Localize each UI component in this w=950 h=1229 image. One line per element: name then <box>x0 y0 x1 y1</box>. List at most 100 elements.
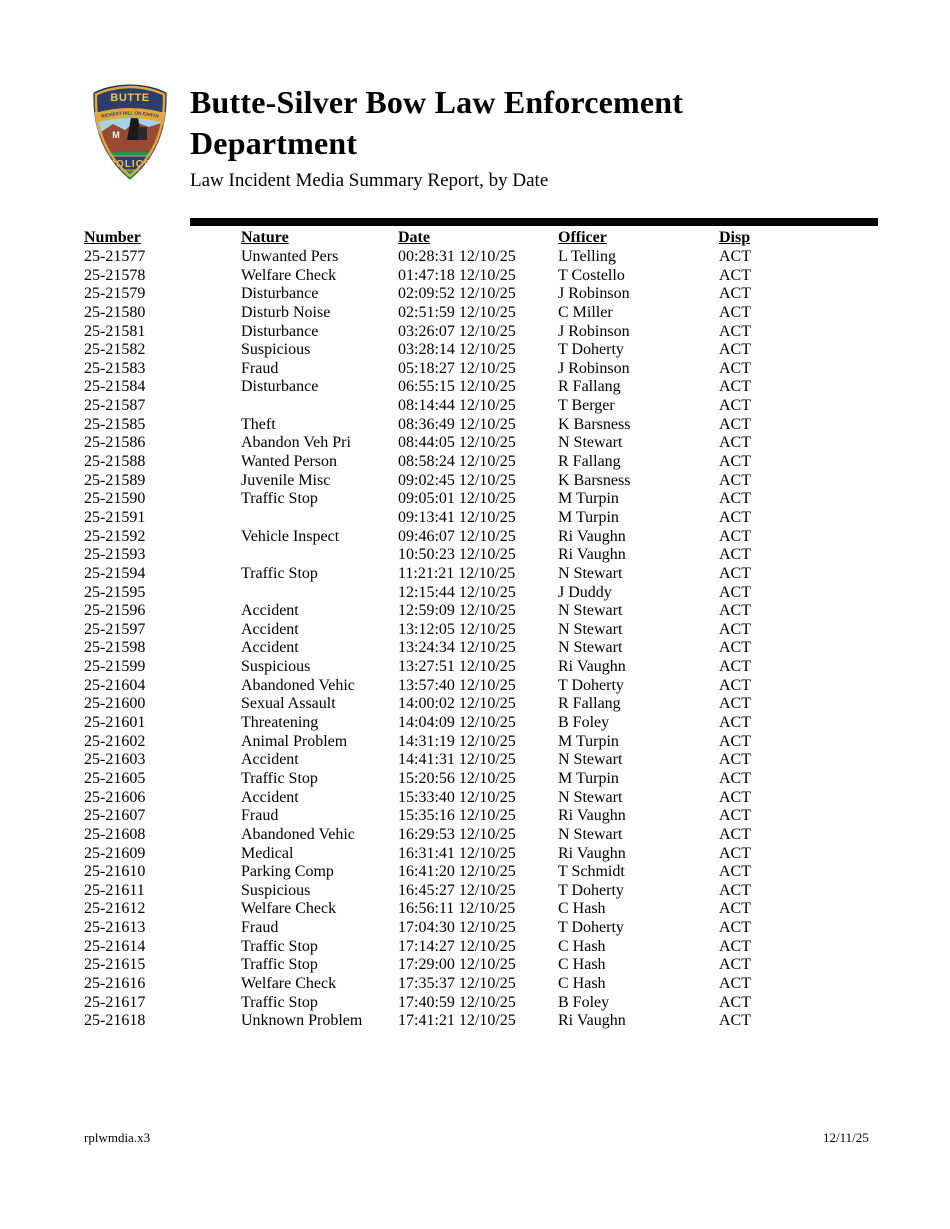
table-row: 25-21585 Theft 08:36:49 12/10/25 K Barsness… <box>84 416 874 435</box>
table-cell: 14:04:09 12/10/25 <box>398 714 516 732</box>
table-cell: 08:14:44 12/10/25 <box>398 397 516 415</box>
table-cell: 17:29:00 12/10/25 <box>398 956 516 974</box>
table-row: 25-21593 10:50:23 12/10/25 Ri Vaughn ACT <box>84 546 874 565</box>
table-cell: 25-21595 <box>84 583 146 601</box>
table-cell: Accident <box>241 620 299 638</box>
table-cell: 17:14:27 12/10/25 <box>398 937 516 955</box>
table-cell: ACT <box>719 322 751 340</box>
table-cell: ACT <box>719 434 751 452</box>
table-cell: 08:44:05 12/10/25 <box>398 434 516 452</box>
table-cell: B Foley <box>558 714 610 732</box>
table-cell: 25-21590 <box>84 490 146 508</box>
table-cell: ACT <box>719 303 751 321</box>
table-cell: T Doherty <box>558 676 624 694</box>
page-title-line-1: Butte-Silver Bow Law Enforcement <box>190 84 684 120</box>
table-row: 25-21579 Disturbance 02:09:52 12/10/25 J Ro… <box>84 285 874 304</box>
table-cell: ACT <box>719 378 751 396</box>
table-cell: 25-21610 <box>84 863 146 881</box>
table-cell: T Schmidt <box>558 863 625 881</box>
table-cell: 25-21588 <box>84 453 146 471</box>
table-cell: 12:59:09 12/10/25 <box>398 602 516 620</box>
column-header: Number <box>84 229 141 246</box>
table-cell: B Foley <box>558 993 610 1011</box>
table-row: 25-21597 Accident 13:12:05 12/10/25 N Stewa… <box>84 621 874 640</box>
table-cell: ACT <box>719 620 751 638</box>
table-cell: 00:28:31 12/10/25 <box>398 248 516 265</box>
table-cell: Accident <box>241 788 299 806</box>
table-row: 25-21583 Fraud 05:18:27 12/10/25 J Robinson… <box>84 360 874 379</box>
table-cell: ACT <box>719 527 751 545</box>
table-row: 25-21617 Traffic Stop 17:40:59 12/10/25 B F… <box>84 994 874 1013</box>
table-cell: L Telling <box>558 248 616 265</box>
table-cell: ACT <box>719 751 751 769</box>
table-cell: T Doherty <box>558 919 624 937</box>
table-cell: ACT <box>719 602 751 620</box>
table-cell: N Stewart <box>558 825 623 843</box>
table-cell: 16:29:53 12/10/25 <box>398 825 516 843</box>
table-cell: ACT <box>719 471 751 489</box>
table-cell: ACT <box>719 285 751 303</box>
table-cell: Disturb Noise <box>241 303 331 321</box>
badge-butte-text: BUTTE <box>110 92 149 104</box>
table-cell: 16:41:20 12/10/25 <box>398 863 516 881</box>
table-cell: J Robinson <box>558 359 630 377</box>
table-row: 25-21587 08:14:44 12/10/25 T Berger ACT <box>84 397 874 416</box>
table-cell: ACT <box>719 415 751 433</box>
table-cell: Wanted Person <box>241 453 338 471</box>
table-cell: 25-21589 <box>84 471 146 489</box>
table-cell: 15:35:16 12/10/25 <box>398 807 516 825</box>
table-cell: Ri Vaughn <box>558 527 626 545</box>
table-cell: M Turpin <box>558 508 619 526</box>
table-row: 25-21608 Abandoned Vehic 16:29:53 12/10/25… <box>84 826 874 845</box>
table-cell: 25-21578 <box>84 266 146 284</box>
table-cell: 25-21597 <box>84 620 146 638</box>
table-cell <box>241 509 398 528</box>
table-cell: ACT <box>719 248 751 265</box>
table-cell: Animal Problem <box>241 732 348 750</box>
column-header: Nature <box>241 229 289 246</box>
table-cell: Disturbance <box>241 322 319 340</box>
table-cell: 12:15:44 12/10/25 <box>398 583 516 601</box>
table-cell: Suspicious <box>241 881 311 899</box>
table-row: 25-21594 Traffic Stop 11:21:21 12/10/25 N S… <box>84 565 874 584</box>
table-cell: 09:05:01 12/10/25 <box>398 490 516 508</box>
butte-police-badge-icon: M BUTTE RICHEST HILL ON EARTH POLICE <box>88 82 172 182</box>
table-row: 25-21600 Sexual Assault 14:00:02 12/10/25 R… <box>84 695 874 714</box>
table-cell: N Stewart <box>558 434 623 452</box>
table-cell: 25-21618 <box>84 1012 146 1030</box>
table-cell: ACT <box>719 490 751 508</box>
table-row: 25-21589 Juvenile Misc 09:02:45 12/10/25 K … <box>84 472 874 491</box>
table-cell: 02:51:59 12/10/25 <box>398 303 516 321</box>
table-cell: ACT <box>719 974 751 992</box>
table-row: 25-21609 Medical 16:31:41 12/10/25 Ri Vaugh… <box>84 845 874 864</box>
table-row: 25-21588 Wanted Person 08:58:24 12/10/25 R … <box>84 453 874 472</box>
table-cell: ACT <box>719 714 751 732</box>
table-cell: 25-21592 <box>84 527 146 545</box>
table-cell: Ri Vaughn <box>558 1012 626 1030</box>
table-cell: ACT <box>719 359 751 377</box>
table-cell: 25-21604 <box>84 676 146 694</box>
table-cell: M Turpin <box>558 490 619 508</box>
table-cell: ACT <box>719 564 751 582</box>
table-cell: Juvenile Misc <box>241 471 331 489</box>
table-cell: Suspicious <box>241 658 311 676</box>
table-cell: T Doherty <box>558 341 624 359</box>
table-cell: M Turpin <box>558 769 619 787</box>
table-cell: 25-21579 <box>84 285 146 303</box>
svg-text:RICHEST HILL ON EARTH: RICHEST HILL ON EARTH <box>101 110 160 118</box>
table-cell: 25-21613 <box>84 919 146 937</box>
report-subtitle: Law Incident Media Summary Report, by Da… <box>190 170 549 191</box>
table-row: 25-21610 Parking Comp 16:41:20 12/10/25 T S… <box>84 863 874 882</box>
table-cell: Traffic Stop <box>241 769 318 787</box>
table-cell: ACT <box>719 453 751 471</box>
table-cell: C Hash <box>558 937 606 955</box>
table-cell: 03:28:14 12/10/25 <box>398 341 516 359</box>
table-cell: 25-21582 <box>84 341 146 359</box>
table-cell: Suspicious <box>241 341 311 359</box>
table-cell: K Barsness <box>558 471 631 489</box>
table-cell: 16:31:41 12/10/25 <box>398 844 516 862</box>
table-cell: 08:36:49 12/10/25 <box>398 415 516 433</box>
table-cell: 14:00:02 12/10/25 <box>398 695 516 713</box>
table-cell: 17:35:37 12/10/25 <box>398 974 516 992</box>
table-cell: Threatening <box>241 714 319 732</box>
